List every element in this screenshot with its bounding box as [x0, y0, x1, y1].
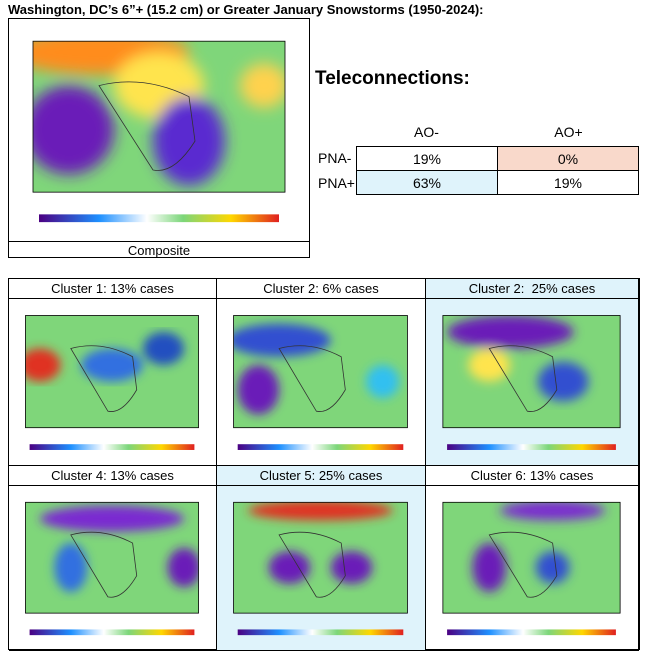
cluster-caption: Cluster 5: 25% cases	[217, 466, 426, 486]
anomaly-map	[32, 40, 286, 223]
composite-panel	[8, 18, 310, 258]
table-cell: 19%	[497, 170, 639, 195]
row-label: PNA+	[318, 175, 355, 191]
cluster-grid: Cluster 1: 13% cases Cluster 2: 6% cases…	[8, 278, 640, 651]
title: Washington, DC’s 6”+ (15.2 cm) or Greate…	[8, 2, 484, 17]
cluster-caption: Cluster 1: 13% cases	[9, 279, 217, 299]
cluster-caption: Cluster 2: 25% cases	[426, 279, 639, 299]
cluster-map-cell	[426, 299, 639, 466]
teleconnections-title: Teleconnections:	[315, 68, 470, 89]
cluster-caption: Cluster 6: 13% cases	[426, 466, 639, 486]
row-label: PNA-	[318, 150, 352, 166]
cluster-map-cell	[217, 299, 426, 466]
anomaly-map	[25, 501, 199, 636]
cluster-caption: Cluster 4: 13% cases	[9, 466, 217, 486]
anomaly-map	[233, 501, 408, 636]
composite-caption: Composite	[8, 241, 310, 259]
anomaly-map	[25, 315, 199, 450]
column-header: AO-	[414, 124, 439, 140]
anomaly-map	[442, 501, 621, 636]
table-cell: 0%	[497, 146, 639, 171]
cluster-map-cell	[426, 486, 639, 651]
cluster-map-cell	[9, 299, 217, 466]
cluster-map-cell	[217, 486, 426, 651]
anomaly-map	[442, 315, 621, 450]
table-cell: 63%	[356, 170, 498, 195]
table-cell: 19%	[356, 146, 498, 171]
cluster-map-cell	[9, 486, 217, 651]
cluster-caption: Cluster 2: 6% cases	[217, 279, 426, 299]
column-header: AO+	[554, 124, 583, 140]
anomaly-map	[233, 315, 408, 450]
